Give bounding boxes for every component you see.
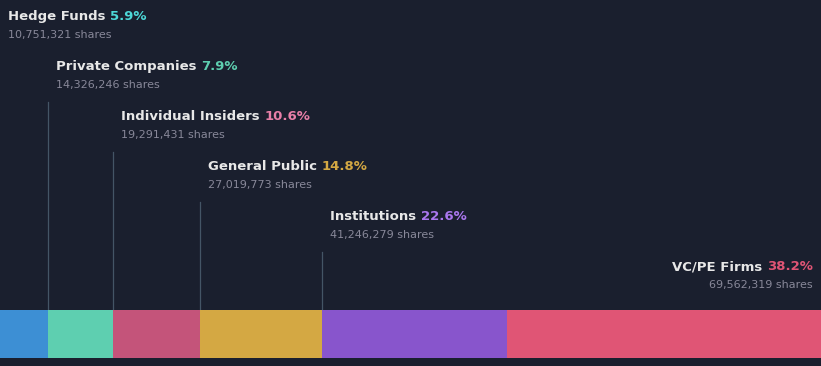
Text: 5.9%: 5.9% [110, 10, 147, 23]
Bar [507, 310, 821, 358]
Bar [113, 310, 200, 358]
Text: Individual Insiders: Individual Insiders [122, 110, 264, 123]
Text: 22.6%: 22.6% [420, 210, 466, 223]
Text: 41,246,279 shares: 41,246,279 shares [330, 230, 433, 240]
Text: Institutions: Institutions [330, 210, 420, 223]
Text: 14.8%: 14.8% [322, 160, 368, 173]
Text: 27,019,773 shares: 27,019,773 shares [209, 180, 312, 190]
Text: General Public: General Public [209, 160, 322, 173]
Text: 38.2%: 38.2% [767, 260, 813, 273]
Bar [48, 310, 113, 358]
Text: 10.6%: 10.6% [264, 110, 310, 123]
Text: VC/PE Firms: VC/PE Firms [672, 260, 767, 273]
Bar [0, 310, 48, 358]
Text: Private Companies: Private Companies [57, 60, 202, 73]
Bar [200, 310, 322, 358]
Text: 14,326,246 shares: 14,326,246 shares [57, 80, 160, 90]
Text: 7.9%: 7.9% [202, 60, 238, 73]
Text: 19,291,431 shares: 19,291,431 shares [122, 130, 225, 140]
Bar [322, 310, 507, 358]
Text: 69,562,319 shares: 69,562,319 shares [709, 280, 813, 290]
Text: 10,751,321 shares: 10,751,321 shares [8, 30, 112, 40]
Text: Hedge Funds: Hedge Funds [8, 10, 110, 23]
